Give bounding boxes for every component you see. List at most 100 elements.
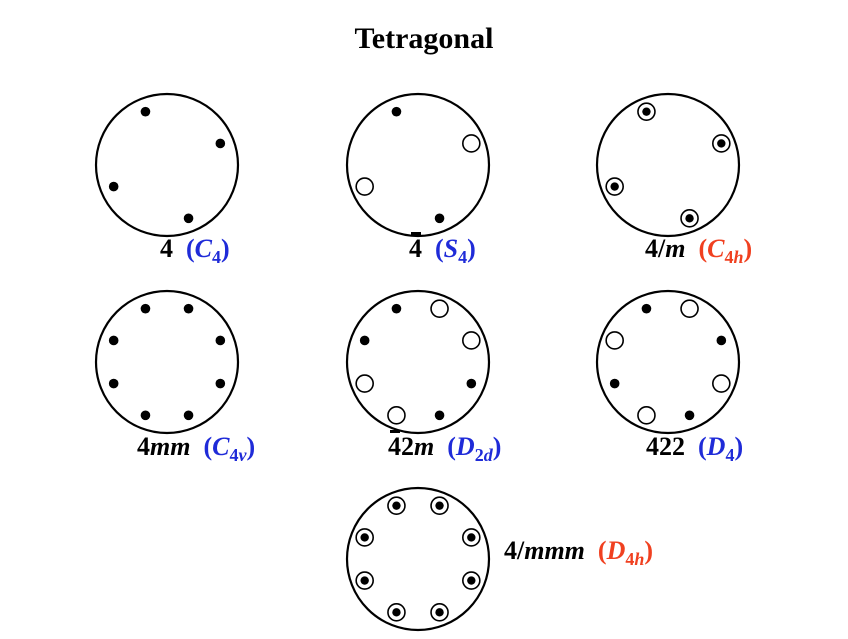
pole-dot (215, 378, 226, 389)
schoenflies-symbol: (S4) (435, 234, 476, 267)
pole-dot (685, 214, 694, 223)
symbol-part: m (665, 234, 686, 263)
symbol-part: 4/ (504, 536, 525, 565)
pole-ring (605, 331, 624, 350)
schoenflies-symbol: (D4h) (597, 536, 654, 569)
symbol-part: mm (150, 432, 191, 461)
pole-dot (108, 335, 119, 346)
pole-dot (434, 410, 445, 421)
pole-dot (183, 303, 194, 314)
schoenflies-letter: C (194, 234, 213, 263)
pole-dot (435, 608, 444, 617)
primitive-circle (94, 92, 240, 238)
schoenflies-letter: C (707, 234, 725, 263)
pole-dot (684, 410, 695, 421)
hermann-mauguin-symbol: 4/mmm (504, 536, 585, 565)
label-c4: 4 (C4) (160, 234, 230, 267)
primitive-circle (595, 289, 741, 435)
pole-dot (183, 410, 194, 421)
label-d2d: 42m (D2d) (388, 430, 502, 465)
hermann-mauguin-symbol: 4 (160, 234, 173, 263)
symbol-part: 2 (401, 432, 414, 461)
schoenflies-symbol: (D4) (698, 432, 744, 465)
symbol-part: 422 (646, 432, 685, 461)
pole-dot (435, 501, 444, 510)
hermann-mauguin-symbol: 42m (388, 430, 434, 461)
schoenflies-symbol: (C4) (186, 234, 230, 267)
schoenflies-subscript: 4h (625, 549, 645, 569)
stereogram-c4 (94, 92, 240, 238)
pole-ring (430, 299, 449, 318)
hermann-mauguin-symbol: 4/m (645, 234, 685, 263)
label-c4h: 4/m (C4h) (645, 234, 753, 267)
pole-dot (360, 533, 369, 542)
pole-ring (462, 331, 481, 350)
schoenflies-subscript: 4v (229, 445, 247, 465)
pole-dot (360, 576, 369, 585)
schoenflies-subscript: 4h (724, 247, 744, 267)
pole-dot (609, 378, 620, 389)
pole-dot (140, 303, 151, 314)
hermann-mauguin-symbol: 422 (646, 432, 685, 461)
pole-dot (716, 335, 727, 346)
schoenflies-subscript: 4 (212, 247, 222, 267)
pole-dot (215, 335, 226, 346)
primitive-circle (345, 92, 491, 238)
symbol-part: 4 (388, 430, 401, 461)
label-c4v: 4mm (C4v) (137, 432, 256, 465)
pole-ring (637, 406, 656, 425)
label-d4h: 4/mmm (D4h) (504, 536, 654, 569)
schoenflies-letter: D (606, 536, 626, 565)
pole-dot (108, 378, 119, 389)
stereogram-d2d (345, 289, 491, 435)
hermann-mauguin-symbol: 4 (409, 232, 422, 263)
schoenflies-symbol: (C4h) (698, 234, 753, 267)
primitive-circle (595, 92, 741, 238)
pole-dot (467, 576, 476, 585)
stereogram-c4h (595, 92, 741, 238)
pole-ring (680, 299, 699, 318)
diagram-title: Tetragonal (354, 22, 494, 55)
pole-ring (355, 374, 374, 393)
schoenflies-symbol: (C4v) (203, 432, 256, 465)
stereogram-s4 (345, 92, 491, 238)
stereogram-d4h (345, 486, 491, 632)
pole-ring (355, 177, 374, 196)
pole-dot (140, 106, 151, 117)
primitive-circle (345, 486, 491, 632)
pole-dot (140, 410, 151, 421)
symbol-part: 4 (409, 232, 422, 263)
symbol-part: mmm (524, 536, 585, 565)
pole-dot (467, 533, 476, 542)
schoenflies-subscript: 2d (474, 445, 493, 465)
schoenflies-letter: C (212, 432, 230, 461)
pole-dot (434, 213, 445, 224)
primitive-circle (94, 289, 240, 435)
primitive-circle (345, 289, 491, 435)
pole-ring (462, 134, 481, 153)
pole-ring (387, 406, 406, 425)
hermann-mauguin-symbol: 4mm (137, 432, 190, 461)
label-d4: 422 (D4) (646, 432, 744, 465)
pole-dot (108, 181, 119, 192)
symbol-part: 4/ (645, 234, 666, 263)
pole-dot (641, 303, 652, 314)
schoenflies-subscript: 4 (725, 445, 735, 465)
pole-dot (391, 303, 402, 314)
symbol-part: 4 (137, 432, 150, 461)
pole-dot (359, 335, 370, 346)
schoenflies-subscript: 4 (458, 247, 468, 267)
pole-dot (391, 106, 402, 117)
pole-dot (183, 213, 194, 224)
schoenflies-letter: D (455, 432, 475, 461)
symbol-part: 4 (160, 234, 173, 263)
stereogram-c4v (94, 289, 240, 435)
pole-dot (717, 139, 726, 148)
pole-dot (466, 378, 477, 389)
schoenflies-symbol: (D2d) (447, 432, 502, 465)
label-s4: 4 (S4) (409, 232, 476, 267)
pole-dot (392, 608, 401, 617)
schoenflies-letter: S (443, 234, 459, 263)
pole-dot (642, 107, 651, 116)
